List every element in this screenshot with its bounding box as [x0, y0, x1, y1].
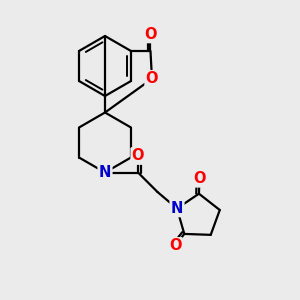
Text: O: O	[146, 71, 158, 86]
Text: O: O	[169, 238, 181, 253]
Text: O: O	[169, 238, 181, 253]
Text: O: O	[132, 148, 144, 164]
Text: O: O	[146, 71, 158, 86]
Text: O: O	[193, 171, 206, 186]
Text: O: O	[144, 27, 157, 42]
Text: N: N	[99, 165, 111, 180]
Text: O: O	[193, 171, 206, 186]
Text: O: O	[144, 27, 157, 42]
Text: N: N	[171, 201, 183, 216]
Text: N: N	[171, 201, 183, 216]
Text: N: N	[99, 165, 111, 180]
Text: O: O	[132, 148, 144, 164]
